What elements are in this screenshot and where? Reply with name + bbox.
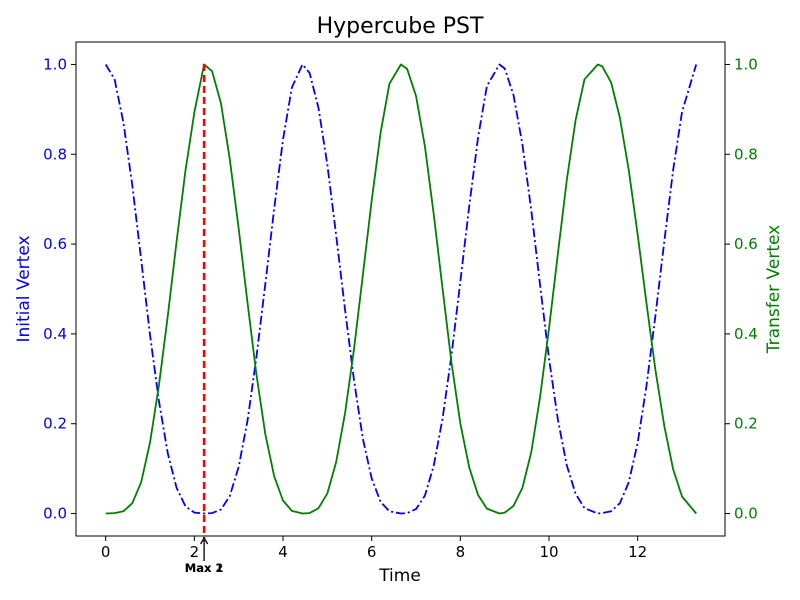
- y-axis-right-label: Transfer Vertex: [764, 225, 784, 354]
- chart-title: Hypercube PST: [317, 14, 484, 39]
- x-axis-label: Time: [378, 566, 421, 586]
- y-right-tick-label: 0.0: [734, 505, 758, 523]
- y-left-tick-label: 0.6: [43, 235, 67, 253]
- y-left-tick-label: 0.0: [43, 505, 67, 523]
- y-right-tick-label: 0.8: [734, 145, 758, 163]
- x-tick-label: 12: [628, 543, 647, 561]
- x-tick-label: 10: [539, 543, 558, 561]
- max-annotation-label: Max 2: [185, 561, 224, 575]
- x-tick-label: 6: [367, 543, 377, 561]
- y-right-tick-label: 0.2: [734, 415, 758, 433]
- y-axis-left: 0.0 0.2 0.4 0.6 0.8 1.0: [43, 55, 76, 523]
- y-left-tick-label: 0.2: [43, 415, 67, 433]
- y-axis-left-label: Initial Vertex: [14, 235, 34, 342]
- x-axis: 0 2 4 6 8 10 12: [101, 536, 647, 561]
- y-right-tick-label: 0.4: [734, 325, 758, 343]
- x-tick-label: 2: [190, 543, 200, 561]
- x-tick-label: 8: [456, 543, 466, 561]
- max-arrow-head: [200, 536, 209, 545]
- x-tick-label: 0: [101, 543, 111, 561]
- plot-area: [104, 63, 698, 538]
- y-left-tick-label: 1.0: [43, 55, 67, 73]
- y-axis-right: 0.0 0.2 0.4 0.6 0.8 1.0: [725, 55, 758, 523]
- y-right-tick-label: 0.6: [734, 235, 758, 253]
- x-tick-label: 4: [278, 543, 288, 561]
- y-left-tick-label: 0.4: [43, 325, 67, 343]
- plot-frame: [75, 41, 726, 537]
- initial-vertex-line: [104, 63, 698, 515]
- y-left-tick-label: 0.8: [43, 145, 67, 163]
- y-right-tick-label: 1.0: [734, 55, 758, 73]
- max-annotation-label: Max 1: [185, 561, 224, 575]
